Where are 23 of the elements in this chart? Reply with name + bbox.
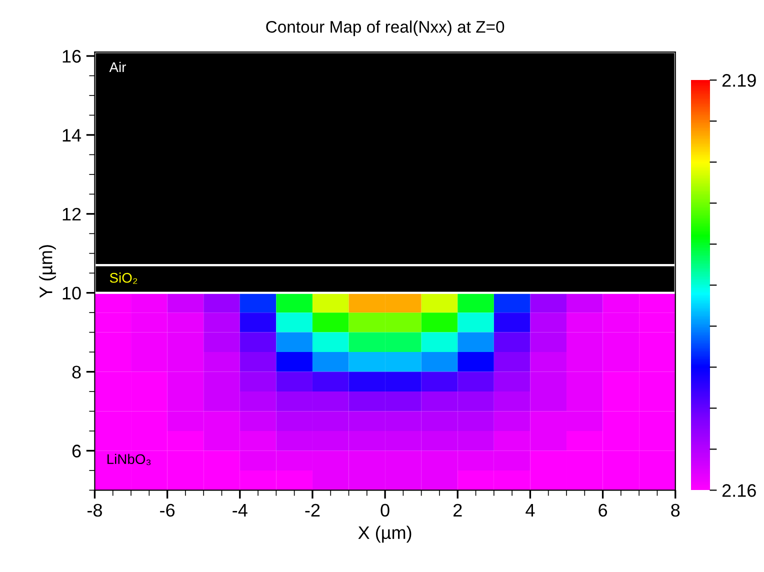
y-tick-label: 14 (62, 129, 82, 142)
x-tick-label: -8 (88, 504, 102, 517)
x-tick-label: -2 (305, 504, 320, 516)
color-bar-label: 2.16 (722, 484, 756, 497)
chart-title: Contour Map of real(Nxx) at Z=0 (266, 20, 504, 36)
color-bar-label: 2.19 (722, 74, 756, 87)
annotation: LiNbO₃ (107, 454, 151, 466)
y-tick-label: 6 (72, 444, 81, 458)
x-tick-label: -6 (160, 504, 175, 517)
y-axis-title: Y (µm) (39, 245, 56, 298)
x-axis-title: X (µm) (358, 526, 412, 543)
y-tick-label: 12 (62, 208, 81, 220)
x-tick-label: 2 (454, 504, 462, 516)
x-tick-label: 0 (380, 504, 390, 517)
y-tick-label: 10 (62, 286, 81, 300)
band-label: SiO₂ (110, 272, 138, 284)
y-tick-label: 16 (62, 50, 81, 63)
y-tick-label: 8 (72, 366, 81, 379)
band-label: Air (109, 62, 126, 72)
x-tick-label: 6 (598, 504, 608, 517)
x-tick-label: -4 (232, 504, 248, 516)
x-tick-label: 8 (671, 504, 680, 517)
x-tick-label: 4 (526, 504, 535, 516)
